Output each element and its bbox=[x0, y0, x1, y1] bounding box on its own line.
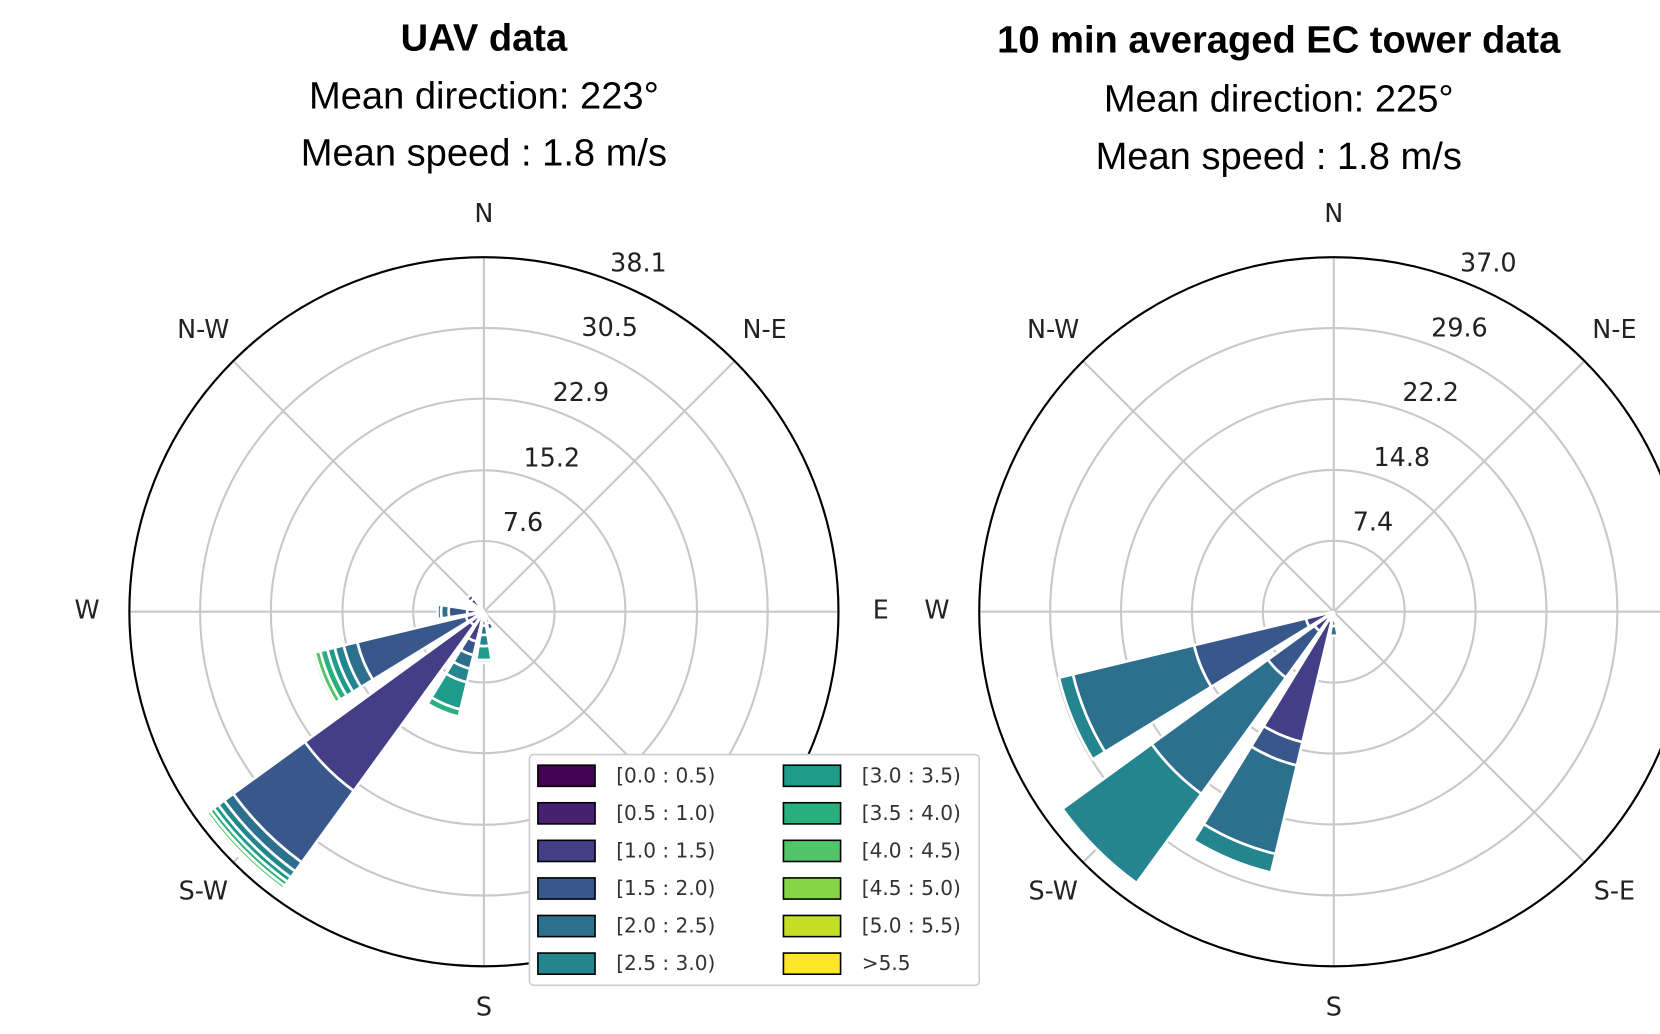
legend-swatch bbox=[537, 801, 596, 825]
legend-label: [3.0 : 3.5) bbox=[862, 763, 961, 787]
legend-label: >5.5 bbox=[862, 951, 911, 975]
r-tick-label: 29.6 bbox=[1431, 312, 1488, 342]
spoke bbox=[232, 360, 485, 613]
r-tick-label: 7.4 bbox=[1353, 507, 1393, 537]
grid-ring bbox=[269, 397, 699, 826]
legend-label: [0.5 : 1.0) bbox=[616, 801, 715, 825]
legend-swatch bbox=[537, 877, 596, 900]
sector-bar bbox=[1191, 822, 1278, 875]
sector-bar bbox=[465, 607, 483, 616]
grid-ring bbox=[341, 469, 627, 755]
direction-label: S-W bbox=[1028, 875, 1077, 905]
chart-title: UAV data bbox=[401, 17, 568, 59]
r-tick-label: 30.5 bbox=[581, 312, 638, 342]
legend-swatch bbox=[782, 839, 842, 863]
chart-title: 10 min averaged EC tower data bbox=[997, 19, 1561, 61]
direction-label: S bbox=[476, 992, 492, 1022]
sector-bar bbox=[1328, 624, 1340, 637]
legend-swatch bbox=[537, 839, 596, 863]
legend-swatch bbox=[782, 952, 842, 975]
legend-label: [0.0 : 0.5) bbox=[616, 763, 715, 787]
direction-label: N-E bbox=[1592, 314, 1636, 344]
spoke bbox=[1333, 360, 1586, 613]
direction-label: S-W bbox=[179, 875, 228, 905]
legend-label: [4.5 : 5.0) bbox=[862, 876, 961, 900]
legend-swatch bbox=[537, 952, 596, 975]
polar-frame bbox=[978, 256, 1660, 968]
legend-swatch bbox=[537, 914, 596, 938]
grid-ring bbox=[1190, 468, 1477, 755]
grid-ring bbox=[412, 539, 556, 684]
direction-label: E bbox=[873, 595, 889, 625]
sector-bar bbox=[310, 650, 338, 706]
legend-label: [5.0 : 5.5) bbox=[862, 914, 961, 938]
r-tick-label: 38.1 bbox=[610, 248, 667, 278]
sector-bar bbox=[1057, 672, 1107, 762]
direction-label: S-E bbox=[1594, 875, 1635, 905]
chart-subtitle: Mean direction: 223° bbox=[309, 75, 659, 117]
spoke bbox=[1333, 610, 1586, 864]
legend-swatch bbox=[782, 764, 842, 788]
legend-label: [2.0 : 2.5) bbox=[616, 914, 715, 938]
direction-label: N-E bbox=[742, 314, 786, 344]
sector-bar bbox=[477, 633, 491, 648]
direction-label: N bbox=[1324, 198, 1343, 228]
r-tick-label: 15.2 bbox=[524, 442, 581, 472]
r-tick-label: 22.9 bbox=[553, 377, 610, 407]
chart-subtitle: Mean speed : 1.8 m/s bbox=[301, 133, 667, 175]
legend-swatch bbox=[537, 764, 596, 788]
polar-frame bbox=[128, 256, 840, 968]
direction-label: W bbox=[924, 595, 949, 625]
direction-label: N-W bbox=[177, 314, 229, 344]
sector-bar bbox=[1060, 742, 1204, 885]
direction-label: S bbox=[1326, 992, 1342, 1022]
legend-swatch bbox=[782, 914, 842, 938]
legend-box bbox=[528, 753, 981, 987]
direction-label: W bbox=[74, 595, 99, 625]
legend-swatch bbox=[782, 801, 842, 825]
r-tick-label: 37.0 bbox=[1460, 248, 1517, 278]
legend-label: [3.5 : 4.0) bbox=[862, 801, 961, 825]
sector-bar bbox=[464, 592, 476, 604]
spoke bbox=[483, 360, 736, 613]
sector-bar bbox=[436, 602, 444, 621]
grid-ring bbox=[1261, 539, 1406, 684]
legend-label: [1.0 : 1.5) bbox=[616, 838, 715, 862]
legend-label: [2.5 : 3.0) bbox=[616, 951, 715, 975]
legend-label: [4.0 : 4.5) bbox=[862, 838, 961, 862]
grid-ring bbox=[1049, 327, 1619, 897]
spoke bbox=[1082, 360, 1335, 613]
grid-ring bbox=[1119, 397, 1548, 826]
sector-bar bbox=[485, 620, 496, 632]
sector-bar bbox=[202, 812, 283, 894]
sector-bar bbox=[474, 658, 494, 665]
sector-bar bbox=[447, 604, 469, 619]
legend-swatch bbox=[782, 877, 842, 900]
sector-bar bbox=[425, 695, 463, 719]
direction-label: N bbox=[474, 198, 493, 228]
legend-label: [1.5 : 2.0) bbox=[616, 876, 715, 900]
r-tick-label: 22.2 bbox=[1402, 377, 1459, 407]
chart-subtitle: Mean speed : 1.8 m/s bbox=[1096, 136, 1462, 178]
r-tick-label: 14.8 bbox=[1374, 442, 1431, 472]
chart-subtitle: Mean direction: 225° bbox=[1104, 79, 1454, 121]
direction-label: N-W bbox=[1027, 314, 1079, 344]
grid-ring bbox=[199, 326, 769, 897]
sector-bar bbox=[474, 644, 494, 662]
r-tick-label: 7.6 bbox=[503, 507, 543, 537]
